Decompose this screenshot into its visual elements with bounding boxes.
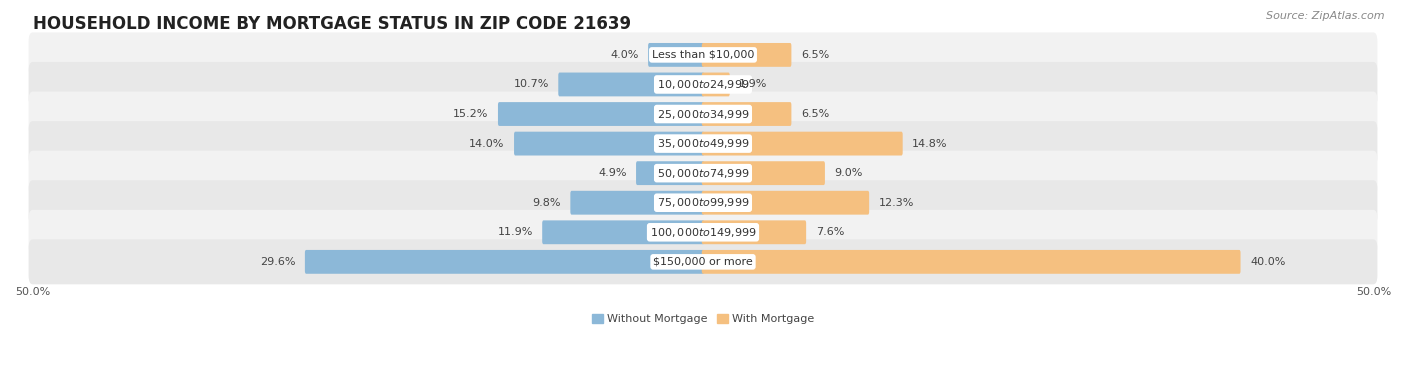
Text: 6.5%: 6.5% bbox=[801, 109, 830, 119]
Text: $75,000 to $99,999: $75,000 to $99,999 bbox=[657, 196, 749, 209]
FancyBboxPatch shape bbox=[702, 72, 730, 97]
Text: 4.9%: 4.9% bbox=[598, 168, 627, 178]
FancyBboxPatch shape bbox=[28, 180, 1378, 225]
Text: $25,000 to $34,999: $25,000 to $34,999 bbox=[657, 107, 749, 121]
Text: Source: ZipAtlas.com: Source: ZipAtlas.com bbox=[1267, 11, 1385, 21]
Text: 11.9%: 11.9% bbox=[498, 227, 533, 237]
FancyBboxPatch shape bbox=[702, 102, 792, 126]
FancyBboxPatch shape bbox=[28, 121, 1378, 166]
Text: 14.0%: 14.0% bbox=[470, 139, 505, 149]
FancyBboxPatch shape bbox=[543, 221, 704, 244]
Text: Less than $10,000: Less than $10,000 bbox=[652, 50, 754, 60]
FancyBboxPatch shape bbox=[498, 102, 704, 126]
FancyBboxPatch shape bbox=[28, 62, 1378, 107]
FancyBboxPatch shape bbox=[648, 43, 704, 67]
Text: 14.8%: 14.8% bbox=[912, 139, 948, 149]
FancyBboxPatch shape bbox=[28, 92, 1378, 136]
FancyBboxPatch shape bbox=[702, 161, 825, 185]
FancyBboxPatch shape bbox=[702, 132, 903, 155]
Text: HOUSEHOLD INCOME BY MORTGAGE STATUS IN ZIP CODE 21639: HOUSEHOLD INCOME BY MORTGAGE STATUS IN Z… bbox=[32, 15, 631, 33]
Text: 4.0%: 4.0% bbox=[610, 50, 638, 60]
Text: 7.6%: 7.6% bbox=[815, 227, 844, 237]
FancyBboxPatch shape bbox=[28, 32, 1378, 77]
Text: $50,000 to $74,999: $50,000 to $74,999 bbox=[657, 167, 749, 180]
Text: $10,000 to $24,999: $10,000 to $24,999 bbox=[657, 78, 749, 91]
Text: 9.0%: 9.0% bbox=[834, 168, 863, 178]
Legend: Without Mortgage, With Mortgage: Without Mortgage, With Mortgage bbox=[588, 309, 818, 328]
Text: 29.6%: 29.6% bbox=[260, 257, 295, 267]
Text: 1.9%: 1.9% bbox=[740, 80, 768, 89]
FancyBboxPatch shape bbox=[28, 151, 1378, 196]
FancyBboxPatch shape bbox=[558, 72, 704, 97]
Text: 9.8%: 9.8% bbox=[533, 198, 561, 208]
FancyBboxPatch shape bbox=[305, 250, 704, 274]
Text: $35,000 to $49,999: $35,000 to $49,999 bbox=[657, 137, 749, 150]
FancyBboxPatch shape bbox=[515, 132, 704, 155]
Text: $100,000 to $149,999: $100,000 to $149,999 bbox=[650, 226, 756, 239]
FancyBboxPatch shape bbox=[571, 191, 704, 215]
Text: 40.0%: 40.0% bbox=[1250, 257, 1285, 267]
FancyBboxPatch shape bbox=[28, 239, 1378, 284]
FancyBboxPatch shape bbox=[28, 210, 1378, 255]
FancyBboxPatch shape bbox=[702, 191, 869, 215]
Text: 6.5%: 6.5% bbox=[801, 50, 830, 60]
Text: 12.3%: 12.3% bbox=[879, 198, 914, 208]
FancyBboxPatch shape bbox=[702, 43, 792, 67]
FancyBboxPatch shape bbox=[702, 221, 806, 244]
Text: $150,000 or more: $150,000 or more bbox=[654, 257, 752, 267]
FancyBboxPatch shape bbox=[636, 161, 704, 185]
Text: 15.2%: 15.2% bbox=[453, 109, 488, 119]
FancyBboxPatch shape bbox=[702, 250, 1240, 274]
Text: 10.7%: 10.7% bbox=[513, 80, 548, 89]
